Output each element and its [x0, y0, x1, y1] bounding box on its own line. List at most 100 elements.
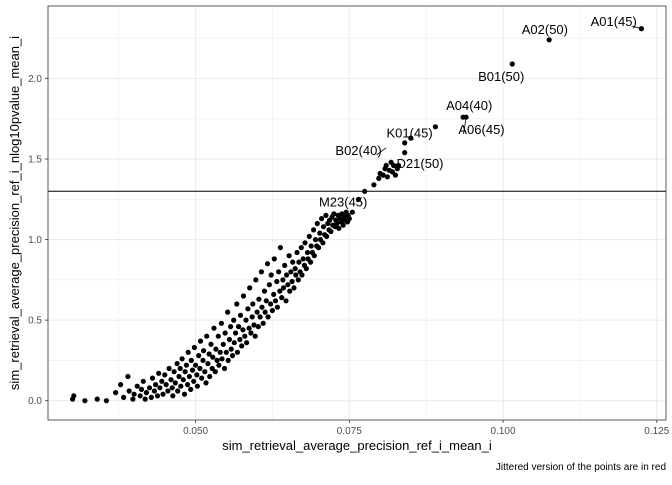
data-point-27 [160, 391, 166, 397]
data-point-72 [210, 354, 216, 360]
point-label-7: D21(50) [397, 156, 444, 171]
data-point-36 [172, 380, 178, 386]
point-labels-layer: A01(45) A02(50) B01(50) A04(40) A06(45) K01(4… [319, 14, 642, 210]
data-point-104 [243, 317, 249, 323]
label-leader-6 [376, 147, 387, 156]
data-point-73 [211, 325, 217, 331]
data-point-135 [274, 304, 280, 310]
panel-border [47, 5, 667, 421]
data-point-84 [222, 330, 228, 336]
data-point-23 [154, 393, 161, 399]
data-point-96 [234, 349, 240, 355]
data-point-32 [168, 377, 174, 383]
data-point-121 [260, 320, 266, 326]
data-point-77 [215, 333, 221, 339]
data-point-193 [334, 220, 340, 227]
data-point-156 [296, 259, 302, 265]
data-point-126 [265, 314, 271, 320]
point-label-2: B01(50) [478, 69, 524, 84]
data-point-2 [82, 398, 88, 404]
data-point-170 [311, 227, 317, 233]
data-point-30 [165, 388, 171, 394]
data-point-190 [331, 211, 337, 217]
data-point-199 [340, 222, 346, 228]
y-axis-title: sim_retrieval_average_precision_ref_i_nl… [7, 36, 22, 390]
data-point-58 [196, 353, 202, 359]
data-point-187 [328, 228, 334, 235]
data-point-225 [408, 135, 414, 141]
data-point-214 [383, 162, 389, 169]
data-point-41 [178, 383, 184, 389]
data-point-109 [248, 330, 254, 336]
data-point-48 [185, 349, 191, 355]
x-tick-label-2: 0.100 [491, 426, 516, 437]
data-point-148 [288, 269, 294, 275]
data-point-174 [314, 220, 320, 227]
data-point-24 [156, 370, 162, 376]
point-label-3: A04(40) [446, 98, 492, 113]
data-point-71 [209, 365, 215, 372]
data-point-144 [284, 272, 290, 278]
data-point-123 [262, 309, 268, 315]
caption: Jittered version of the points are in re… [496, 462, 666, 473]
data-point-100 [239, 343, 245, 349]
data-point-62 [200, 357, 206, 363]
y-tick-label-2: 1.0 [28, 235, 42, 246]
data-point-155 [295, 277, 301, 283]
label-leader-7 [395, 163, 403, 169]
data-point-118 [257, 314, 263, 320]
data-point-229 [509, 61, 515, 67]
data-point-128 [268, 301, 274, 307]
axis-layer: 0.050 0.075 0.100 0.125 0.0 0.5 1.0 1.5 2.0 [28, 74, 670, 437]
data-point-8 [125, 373, 131, 380]
x-tick-label-0: 0.050 [183, 426, 208, 437]
data-point-69 [207, 373, 213, 380]
data-point-20 [149, 375, 156, 381]
data-point-75 [213, 346, 219, 352]
data-point-25 [157, 385, 163, 391]
data-point-82 [220, 341, 226, 347]
data-point-35 [171, 369, 177, 375]
data-point-171 [311, 253, 317, 259]
data-point-63 [201, 348, 207, 354]
data-point-136 [276, 269, 282, 275]
data-point-163 [303, 266, 309, 272]
data-point-39 [176, 373, 182, 380]
y-tick-label-1: 0.5 [28, 316, 42, 327]
data-point-56 [194, 372, 200, 378]
data-point-7 [121, 394, 127, 400]
data-point-66 [204, 333, 210, 339]
data-point-43 [180, 377, 186, 383]
data-point-45 [182, 369, 188, 375]
data-point-59 [197, 365, 203, 372]
data-point-215 [384, 174, 390, 180]
data-point-87 [225, 357, 231, 363]
data-point-90 [228, 346, 234, 352]
data-point-88 [226, 336, 232, 343]
data-point-50 [188, 386, 194, 392]
data-point-115 [254, 309, 260, 315]
data-point-113 [252, 333, 258, 339]
data-point-81 [219, 356, 225, 362]
data-point-47 [185, 382, 191, 388]
data-point-78 [216, 362, 222, 368]
data-point-125 [264, 261, 271, 267]
data-point-28 [162, 372, 168, 378]
data-point-55 [193, 362, 199, 368]
data-point-152 [292, 266, 298, 272]
x-tick-label-3: 0.125 [644, 426, 669, 437]
data-point-122 [261, 288, 268, 294]
x-axis-title: sim_retrieval_average_precision_ref_i_me… [222, 438, 492, 453]
data-point-15 [140, 378, 146, 384]
data-point-46 [183, 362, 189, 368]
data-point-29 [163, 382, 169, 388]
point-label-5: K01(45) [386, 125, 432, 140]
data-point-224 [402, 140, 408, 146]
data-point-91 [229, 353, 236, 359]
point-label-1: A02(50) [522, 22, 568, 37]
data-point-154 [294, 249, 300, 256]
data-point-226 [432, 124, 438, 130]
data-point-103 [242, 333, 248, 339]
label-leader-4 [463, 117, 467, 135]
